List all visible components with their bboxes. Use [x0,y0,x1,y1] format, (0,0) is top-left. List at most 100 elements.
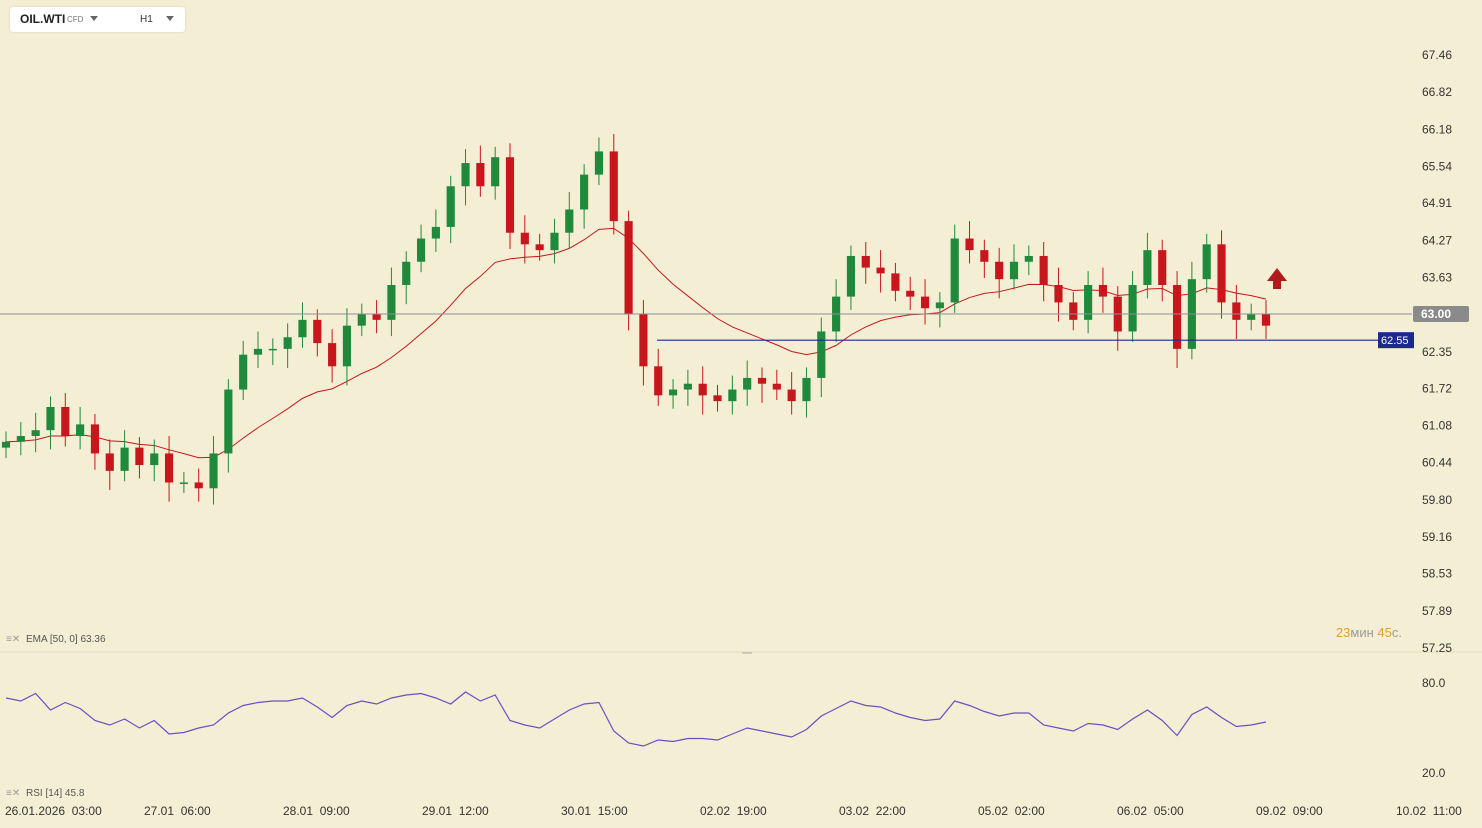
price-tick-label: 66.82 [1422,85,1452,99]
candle-body [357,314,366,326]
candle [328,329,337,383]
candle [253,331,263,369]
candle-body [90,424,100,454]
candle-body [609,151,618,222]
candle [46,396,55,450]
candle [1187,261,1196,360]
signal-arrow [1267,268,1287,289]
candle [1232,284,1241,340]
candle-body [935,302,944,309]
ema-line [5,227,1267,459]
price-tick-label: 60.44 [1422,456,1452,470]
candle-body [342,325,352,367]
ema-indicator-label[interactable]: ≡✕ EMA [50, 0] 63.36 [6,634,106,645]
candle-body [164,453,174,483]
candle [683,369,692,406]
candle-body [565,209,574,233]
candle [120,430,129,482]
timeframe-select[interactable]: H1 [140,14,153,25]
candle [209,436,218,505]
candle-body [1039,255,1048,285]
candle-body [772,383,781,390]
price-axis: 67.46 66.82 66.18 65.54 64.91 64.27 63.63 62.35… [1422,48,1452,655]
candle [31,412,40,453]
candle-body [1202,244,1211,280]
candle-body [431,226,440,239]
candle [179,472,188,493]
candle [1261,300,1271,340]
timeframe-dropdown-icon[interactable] [166,16,174,21]
rsi-indicator-label[interactable]: ≡✕ RSI [14] 45.8 [6,788,84,799]
price-tick-label: 59.80 [1422,493,1452,507]
candle [1143,232,1152,299]
candle [920,279,930,325]
candles [1,133,1271,505]
candle-body [476,163,485,187]
candle-body [787,389,796,402]
candle-body [224,389,233,454]
candle-body [194,482,203,489]
candle [1202,233,1211,293]
candle [1024,245,1033,276]
candle-body [76,424,85,437]
candle-body [1084,284,1093,320]
price-tick-label: 66.18 [1422,122,1452,136]
candle [1247,303,1256,331]
candle [76,406,85,450]
candle [832,279,841,342]
candle-body [1172,284,1182,349]
menu-icon[interactable]: ≡✕ [6,634,21,645]
chart-grid [0,651,1482,654]
candle [135,437,144,479]
candle-body [105,453,114,471]
candle-body [861,255,870,268]
candle [698,366,707,415]
candle-body [802,377,811,402]
price-tick-label: 57.25 [1422,641,1452,655]
candle-body [1069,302,1078,320]
candle-body [654,366,663,396]
price-tick-label: 64.91 [1422,196,1452,210]
candle [194,468,203,502]
price-tick-label: 65.54 [1422,160,1452,174]
candle-body [906,290,915,297]
rsi-tick-label: 20.0 [1422,766,1446,780]
candle-body [461,163,470,187]
candle-body [876,267,885,274]
candle [372,300,381,334]
candle [1128,271,1137,342]
candle-body [16,436,25,442]
price-levels: 63.00 62.55 [0,306,1469,349]
candle [1039,242,1048,302]
candle [505,143,515,249]
candle [1069,291,1078,331]
price-tick-label: 57.89 [1422,604,1452,618]
candle-body [283,337,292,349]
symbol-name[interactable]: OIL.WTI [20,12,66,26]
candle [668,379,678,409]
candle [609,133,618,235]
candle [980,239,989,279]
ema-name: EMA [26,634,48,645]
timer-min-unit: мин [1350,625,1374,640]
candle [298,302,307,348]
candle [90,413,100,470]
candle-body [713,395,722,402]
candle-body [550,232,559,251]
candle-body [505,157,515,233]
timer-sec-unit: с. [1391,625,1402,640]
candle [1217,230,1226,319]
candle [580,164,589,229]
ema-params: [50, 0] [49,634,78,645]
candle-body [268,348,277,351]
price-tick-label: 58.53 [1422,567,1452,581]
menu-icon[interactable]: ≡✕ [6,788,21,799]
symbol-dropdown-icon[interactable] [90,16,98,21]
candle [1054,267,1063,322]
candle-body [416,238,426,262]
symbol-type: CFD [67,15,84,24]
support-tag [1378,332,1414,349]
candle-body [239,354,248,390]
time-tick-label: 28.01 09:00 [283,804,350,818]
